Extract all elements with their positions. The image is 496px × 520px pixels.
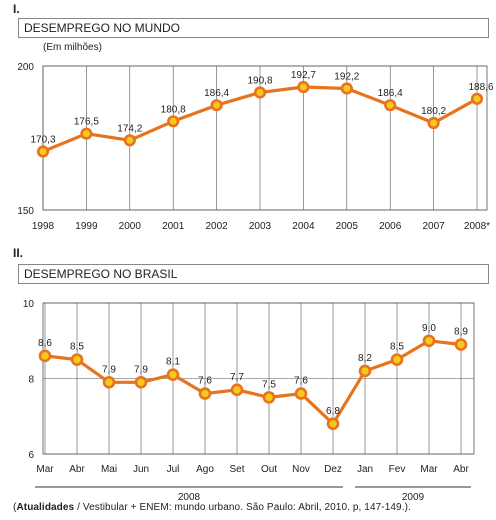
chart1-y-tick-label: 150: [17, 206, 34, 217]
chart2-data-point: [166, 368, 180, 382]
chart2-x-tick-label: Mar: [420, 464, 438, 475]
chart2-x-tick-label: Jun: [133, 464, 149, 475]
chart1-data-point: [80, 127, 93, 140]
chart2-year-label: 2008: [178, 492, 201, 503]
chart2-x-tick-label: Abr: [69, 464, 85, 475]
source-citation: (Atualidades / Vestibular + ENEM: mundo …: [13, 502, 411, 513]
chart1-data-label: 192,2: [334, 71, 359, 82]
chart1-data-point: [297, 80, 310, 94]
chart2-year-label: 2009: [402, 492, 425, 503]
chart2-x-tick-label: Nov: [292, 464, 310, 475]
panel-2-number: II.: [13, 246, 24, 260]
chart1-x-tick-label: 2008*: [464, 221, 490, 232]
chart2-data-point: [38, 349, 52, 363]
chart-1-title: DESEMPREGO NO MUNDO: [18, 18, 489, 38]
chart1-data-label: 170,3: [30, 135, 55, 146]
chart1-data-label: 190,8: [247, 75, 272, 86]
chart1-data-point: [470, 92, 484, 105]
chart1-data-label: 186,4: [378, 88, 403, 99]
chart2-data-point: [390, 353, 404, 366]
chart2-data-label: 7,9: [134, 364, 148, 375]
chart1-data-label: 192,7: [291, 70, 316, 81]
chart1-x-tick-label: 1998: [32, 221, 55, 232]
chart2-data-point: [102, 375, 116, 389]
chart1-data-label: 180,2: [421, 106, 446, 117]
chart2-x-tick-label: Abr: [453, 464, 469, 475]
chart1-x-tick-label: 2006: [379, 221, 402, 232]
source-bold-title: Atualidades: [16, 502, 75, 513]
chart1-data-point: [167, 115, 180, 128]
chart1-x-tick-label: 2003: [249, 221, 272, 232]
chart1-x-tick-label: 2005: [336, 221, 359, 232]
chart2-x-tick-label: Ago: [196, 464, 214, 475]
chart2-x-tick-label: Dez: [324, 464, 342, 475]
panel-1-number: I.: [13, 2, 20, 16]
chart1-x-tick-label: 2004: [292, 221, 315, 232]
chart1-data-label: 174,2: [117, 123, 142, 134]
chart1-x-tick-label: 2002: [205, 221, 228, 232]
source-open-paren: (: [13, 502, 17, 513]
chart2-x-tick-label: Jul: [167, 464, 180, 475]
chart1-data-point: [253, 86, 267, 99]
chart2-data-point: [422, 334, 436, 348]
chart1-data-point: [123, 134, 136, 147]
chart2-data-point: [326, 417, 340, 431]
chart-2-title: DESEMPREGO NO BRASIL: [18, 264, 489, 284]
chart2-y-tick-label: 10: [23, 299, 35, 310]
chart1-data-label: 188,6: [468, 82, 493, 93]
chart2-data-label: 8,5: [70, 342, 84, 353]
chart1-x-tick-label: 2000: [119, 221, 142, 232]
chart1-x-tick-label: 2001: [162, 221, 185, 232]
chart1-unit-label: (Em milhões): [43, 42, 102, 53]
chart2-y-tick-label: 8: [28, 375, 34, 386]
chart2-data-label: 7,7: [230, 372, 244, 383]
chart1-data-label: 180,8: [161, 104, 186, 115]
chart2-data-label: 7,5: [262, 379, 276, 390]
chart2-data-label: 6,8: [326, 406, 340, 417]
chart2-data-point: [262, 391, 276, 404]
chart2-data-label: 7,6: [294, 376, 308, 387]
chart2-data-point: [134, 375, 148, 389]
chart2-data-point: [230, 383, 244, 397]
chart2-x-tick-label: Fev: [389, 464, 406, 475]
chart1-x-tick-label: 2007: [422, 221, 445, 232]
chart2-data-label: 8,5: [390, 342, 404, 353]
chart2-data-label: 7,9: [102, 364, 116, 375]
chart2-x-tick-label: Mar: [36, 464, 54, 475]
chart2-y-tick-label: 6: [28, 450, 34, 461]
source-rest: / Vestibular + ENEM: mundo urbano. São P…: [74, 502, 411, 513]
chart2-x-tick-label: Jan: [357, 464, 373, 475]
chart1-data-label: 186,4: [204, 88, 229, 99]
chart2-data-label: 8,2: [358, 353, 372, 364]
chart1-data-point: [427, 116, 440, 130]
chart1-data-label: 176,5: [74, 117, 99, 128]
chart1-data-point: [36, 145, 50, 158]
chart2-x-tick-label: Set: [229, 464, 244, 475]
chart2-x-tick-label: Mai: [101, 464, 117, 475]
chart2-data-label: 9,0: [422, 323, 436, 334]
chart1-y-tick-label: 200: [17, 62, 34, 73]
chart2-data-point: [70, 353, 84, 366]
chart2-data-label: 8,1: [166, 357, 180, 368]
chart2-data-label: 8,9: [454, 327, 468, 338]
chart1-data-point: [340, 82, 353, 95]
chart2-data-point: [358, 364, 372, 378]
chart2-data-label: 7,6: [198, 376, 212, 387]
chart2-data-point: [198, 387, 212, 400]
chart1-data-point: [210, 99, 223, 112]
chart2-data-label: 8,6: [38, 338, 52, 349]
chart2-data-point: [454, 338, 468, 351]
chart2-data-point: [294, 387, 308, 400]
chart1-data-point: [384, 99, 397, 112]
chart2-x-tick-label: Out: [261, 464, 277, 475]
chart1-x-tick-label: 1999: [75, 221, 98, 232]
